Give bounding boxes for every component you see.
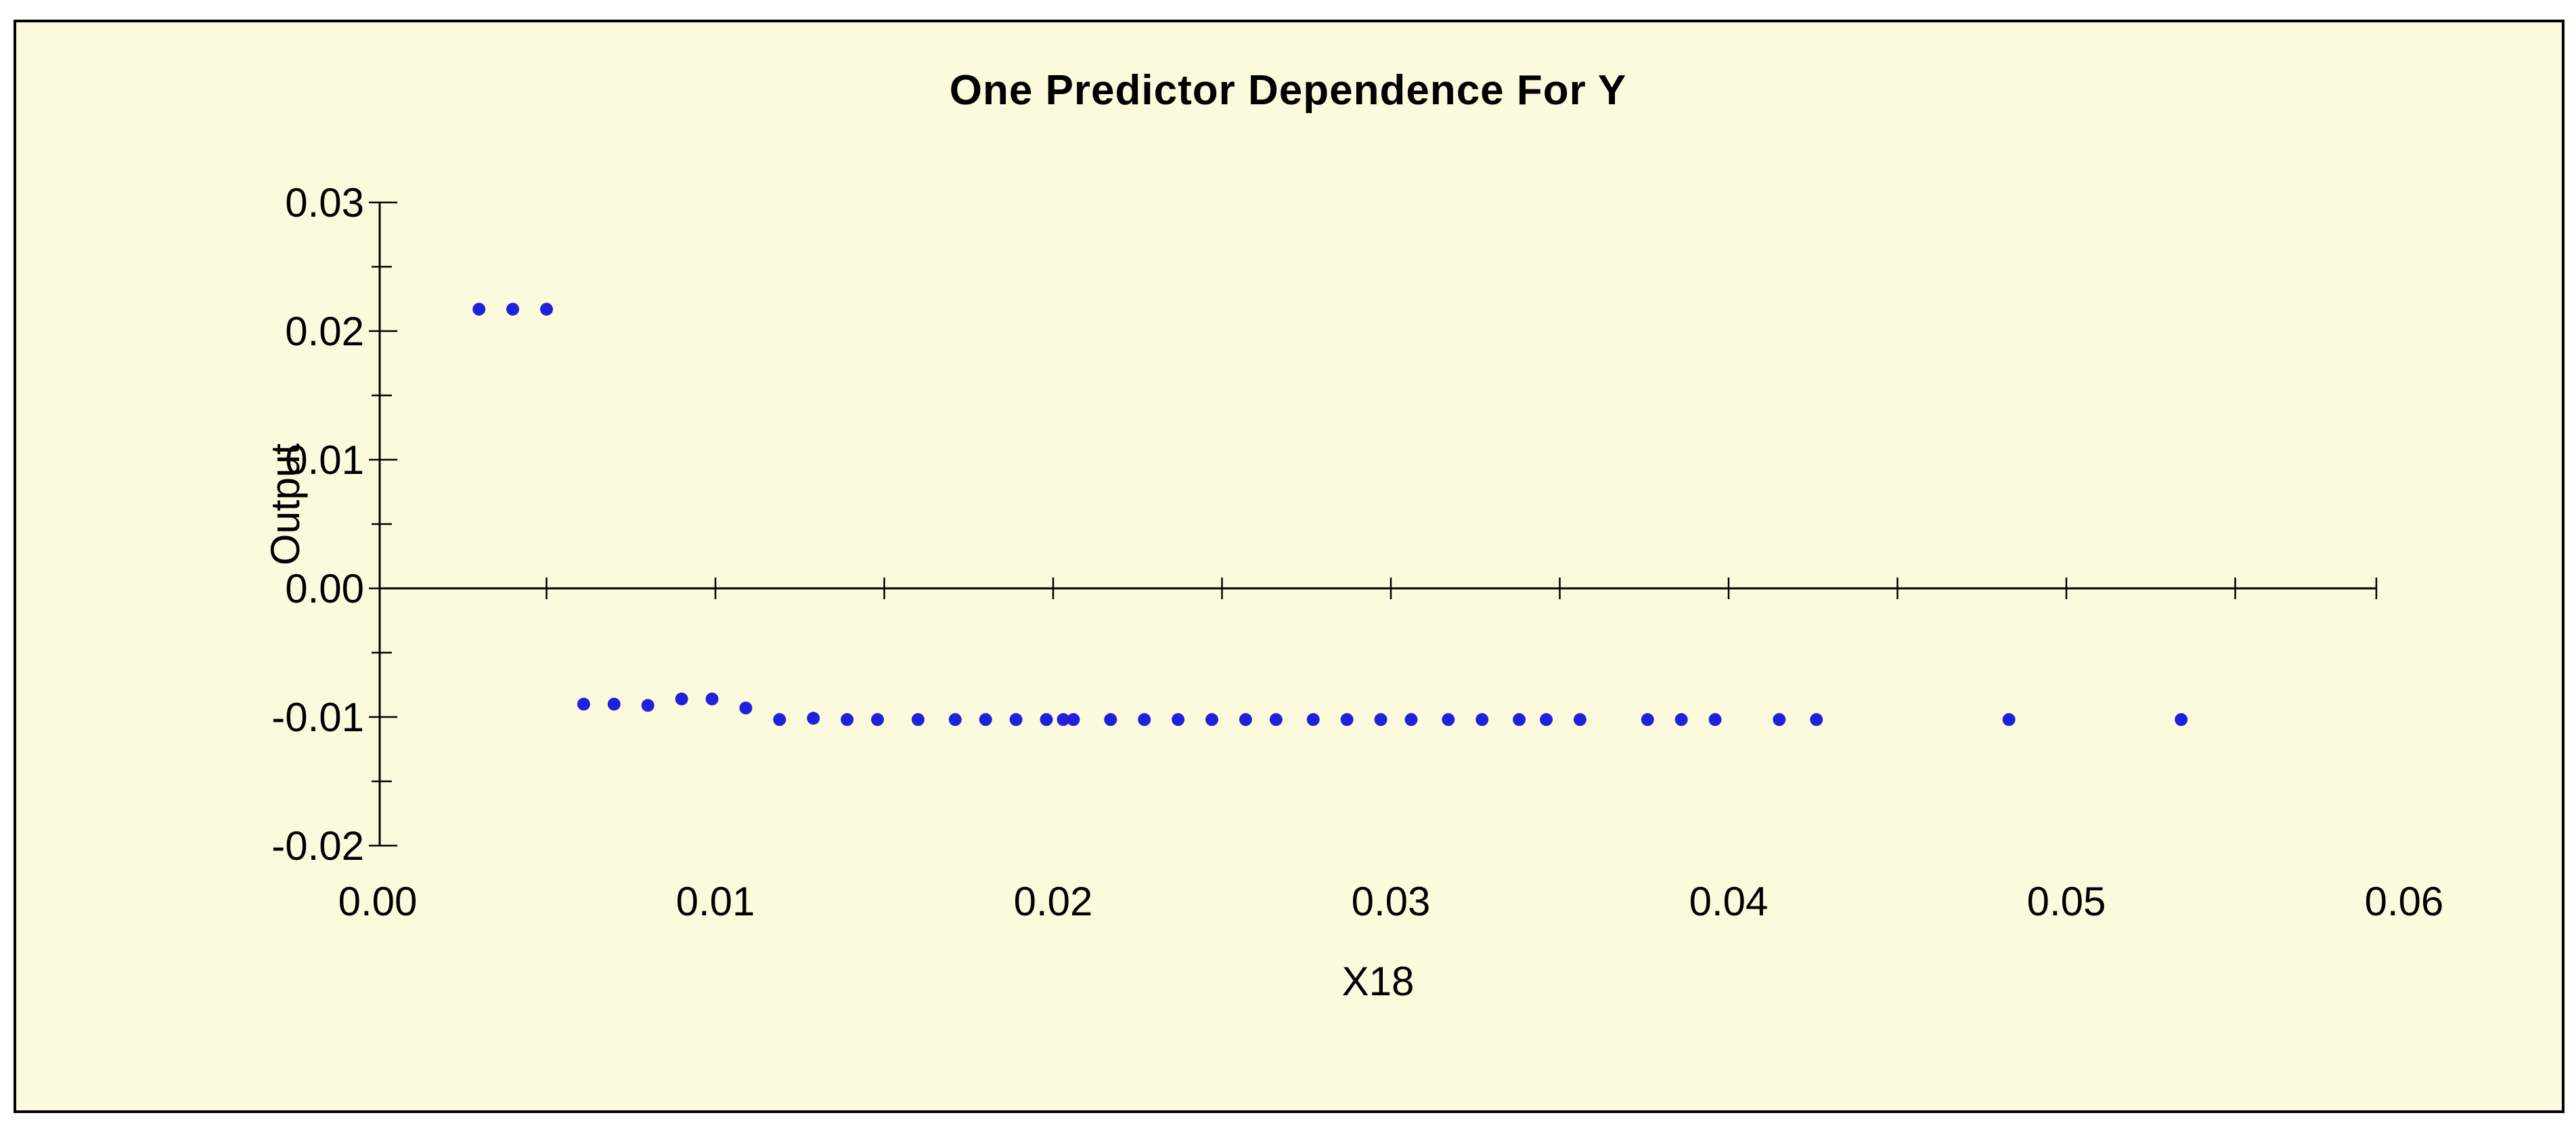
data-point: [1810, 713, 1823, 726]
data-point: [1040, 713, 1053, 726]
y-tick-label: 0.02: [285, 309, 364, 354]
data-point: [773, 713, 786, 726]
data-point: [540, 303, 553, 316]
x-tick-label: 0.01: [676, 879, 755, 924]
y-tick-label: 0.00: [285, 566, 364, 611]
data-point: [1674, 713, 1688, 726]
data-point: [1009, 713, 1023, 726]
data-point: [1475, 713, 1489, 726]
data-point: [1306, 713, 1320, 726]
chart-title: One Predictor Dependence For Y: [949, 67, 1627, 114]
data-point: [871, 713, 885, 726]
x-tick-label: 0.00: [338, 879, 418, 924]
data-point: [948, 713, 962, 726]
data-point: [1067, 713, 1080, 726]
data-point: [1573, 713, 1586, 726]
y-tick-label: 0.01: [285, 437, 364, 483]
x-tick-label: 0.02: [1014, 879, 1093, 924]
data-point: [1374, 713, 1387, 726]
data-point: [1239, 713, 1252, 726]
x-axis-title: X18: [1341, 959, 1415, 1004]
data-point: [1205, 713, 1219, 726]
x-tick-label: 0.04: [1689, 879, 1769, 924]
data-point: [1172, 713, 1185, 726]
data-point: [739, 701, 753, 715]
data-point: [1057, 713, 1070, 726]
x-tick-label: 0.06: [2365, 879, 2444, 924]
data-point: [911, 713, 925, 726]
data-point: [1404, 713, 1418, 726]
chart-frame: [14, 20, 2564, 1113]
data-point: [1340, 713, 1354, 726]
data-point: [1269, 713, 1283, 726]
data-point: [1138, 713, 1151, 726]
data-point: [807, 712, 820, 725]
y-tick-label: -0.01: [271, 695, 364, 740]
data-point: [1540, 713, 1553, 726]
y-tick-label: -0.02: [271, 823, 364, 869]
data-point: [1442, 713, 1455, 726]
data-point: [705, 692, 719, 705]
data-point: [2002, 713, 2016, 726]
x-tick-label: 0.05: [2027, 879, 2106, 924]
data-point: [675, 692, 688, 705]
y-tick-label: 0.03: [285, 180, 364, 225]
data-point: [1104, 713, 1117, 726]
data-point: [577, 697, 590, 711]
data-point: [1641, 713, 1654, 726]
data-point: [841, 713, 854, 726]
data-point: [2175, 713, 2188, 726]
data-point: [979, 713, 992, 726]
data-point: [607, 697, 621, 711]
data-point: [1773, 713, 1786, 726]
data-point: [1513, 713, 1526, 726]
data-point: [641, 699, 654, 712]
data-point: [1708, 713, 1722, 726]
data-point: [506, 303, 520, 316]
x-tick-label: 0.03: [1352, 879, 1431, 924]
data-point: [472, 303, 486, 316]
